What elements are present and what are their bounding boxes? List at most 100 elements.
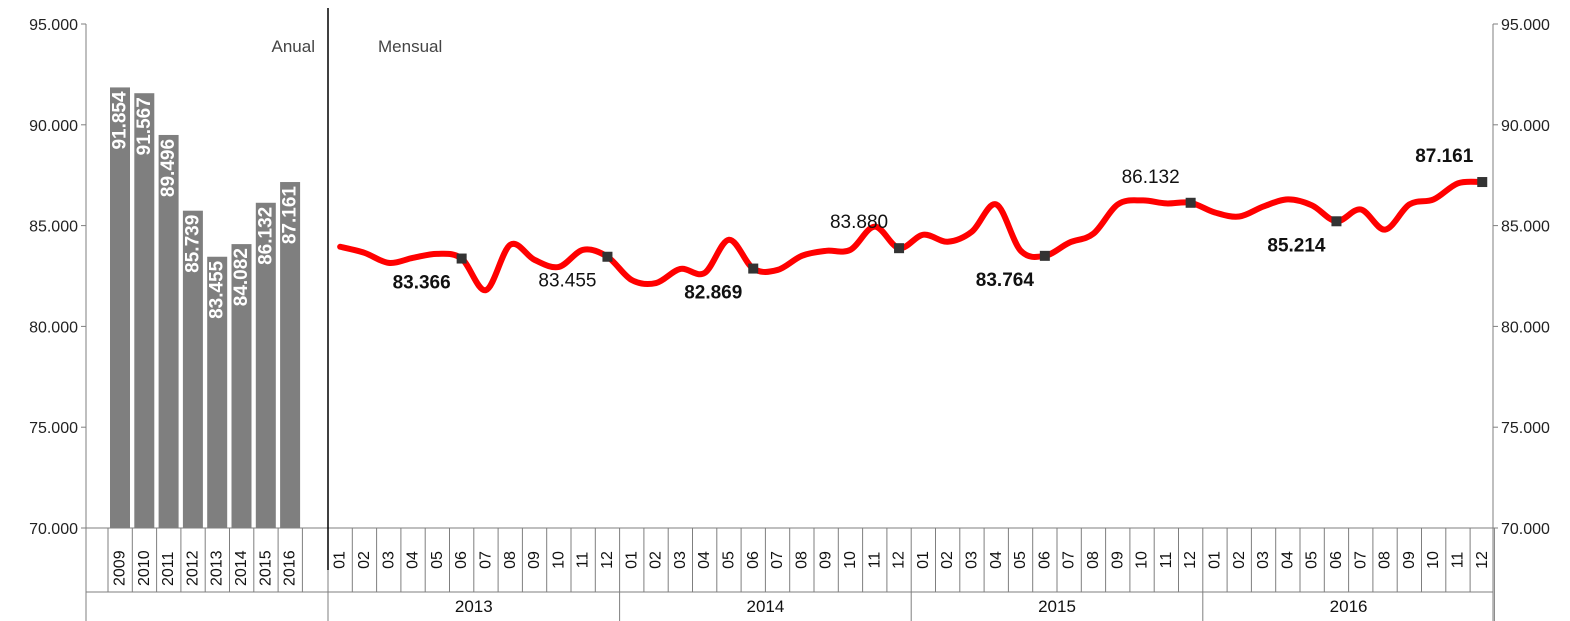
x-cat-month: 02	[356, 551, 373, 569]
monthly-point-labels: 83.366 83.455 82.869 83.880 83.764 86.132 85.2…	[393, 146, 1474, 304]
point-label: 83.366	[393, 273, 451, 294]
bar-2012	[182, 210, 203, 528]
point-label: 82.869	[684, 283, 742, 304]
x-cat-month: 01	[1206, 551, 1223, 569]
x-cat-month: 07	[769, 551, 786, 569]
x-cat-month: 10	[842, 551, 859, 569]
y-tick-label-left: 90.000	[29, 118, 78, 135]
x-cat-month: 03	[1255, 551, 1272, 569]
x-cat-month: 01	[332, 551, 349, 569]
bar-2016	[280, 182, 301, 528]
point-label: 83.455	[538, 271, 596, 292]
y-tick-label-left: 70.000	[29, 521, 78, 538]
point-marker	[1185, 197, 1196, 208]
x-cat-month: 05	[720, 551, 737, 569]
x-cat-month: 10	[1134, 551, 1151, 569]
x-cat-month: 12	[1182, 551, 1199, 569]
x-cat-month: 06	[453, 551, 470, 569]
bar-label-2014: 84.082	[231, 248, 252, 306]
bar-label-2016: 87.161	[280, 186, 301, 245]
x-cat-month: 06	[745, 551, 762, 569]
x-cat-month: 05	[1304, 551, 1321, 569]
x-axis-categories: 2009 2010 2011 2012 2013 2014 2015 2016 01 02 03 04…	[107, 528, 1495, 621]
x-year-2016: 2016	[1330, 597, 1368, 616]
y-tick-label-right: 80.000	[1501, 319, 1550, 336]
annual-bars	[110, 87, 301, 529]
x-cat-2015: 2015	[257, 550, 274, 586]
point-marker	[1331, 216, 1342, 227]
x-cat-month: 09	[818, 551, 835, 569]
x-cat-month: 10	[1425, 551, 1442, 569]
point-marker	[894, 243, 905, 254]
x-year-2015: 2015	[1038, 597, 1076, 616]
bar-2011	[158, 134, 179, 529]
y-axis-right: 70.000 75.000 80.000 85.000 90.000 95.000	[1493, 17, 1550, 538]
point-label: 87.161	[1415, 146, 1474, 167]
point-label: 86.132	[1122, 167, 1180, 188]
x-cat-2014: 2014	[233, 550, 250, 586]
x-cat-month: 11	[575, 552, 592, 569]
x-cat-month: 11	[1449, 552, 1466, 569]
x-cat-2016: 2016	[282, 550, 299, 586]
x-cat-month: 05	[1012, 551, 1029, 569]
y-axis-left: 70.000 75.000 80.000 85.000 90.000 95.000	[29, 17, 86, 538]
bar-2015	[255, 202, 276, 529]
x-cat-month: 11	[866, 552, 883, 569]
x-cat-month: 04	[1279, 551, 1296, 569]
point-marker	[456, 253, 467, 264]
monthly-markers	[456, 177, 1488, 274]
x-cat-month: 01	[915, 551, 932, 569]
x-cat-month: 11	[1158, 552, 1175, 569]
bar-label-2010: 91.567	[134, 97, 155, 155]
x-cat-month: 07	[477, 551, 494, 569]
bar-2010	[134, 93, 155, 528]
point-label: 83.764	[976, 270, 1035, 291]
y-tick-label-right: 70.000	[1501, 521, 1550, 538]
x-cat-month: 08	[1377, 551, 1394, 569]
y-tick-label-left: 75.000	[29, 420, 78, 437]
x-cat-month: 07	[1061, 551, 1078, 569]
bar-2013	[207, 256, 228, 528]
x-cat-month: 12	[1474, 551, 1491, 569]
bar-2014	[231, 244, 252, 528]
x-cat-month: 02	[1231, 551, 1248, 569]
point-label: 85.214	[1267, 235, 1326, 256]
x-cat-month: 07	[1352, 551, 1369, 569]
x-cat-month: 06	[1328, 551, 1345, 569]
x-cat-month: 02	[648, 551, 665, 569]
y-tick-label-right: 95.000	[1501, 17, 1550, 34]
point-label: 83.880	[830, 212, 888, 233]
y-tick-label-right: 90.000	[1501, 118, 1550, 135]
x-cat-2009: 2009	[112, 550, 129, 586]
bar-2009	[110, 87, 130, 528]
x-cat-month: 04	[696, 551, 713, 569]
y-tick-label-left: 95.000	[29, 17, 78, 34]
bar-label-2011: 89.496	[158, 139, 179, 197]
x-year-2013: 2013	[455, 597, 493, 616]
x-cat-2012: 2012	[184, 550, 201, 586]
x-year-2014: 2014	[746, 597, 784, 616]
x-cat-month: 03	[672, 551, 689, 569]
x-cat-month: 09	[526, 551, 543, 569]
x-cat-month: 10	[550, 551, 567, 569]
x-cat-month: 08	[793, 551, 810, 569]
x-cat-2013: 2013	[209, 550, 226, 586]
bar-label-2012: 85.739	[182, 215, 203, 273]
section-label-monthly: Mensual	[378, 37, 442, 56]
monthly-series-line	[337, 178, 1486, 294]
x-cat-month: 12	[599, 551, 616, 569]
x-cat-month: 04	[988, 551, 1005, 569]
monthly-line	[337, 178, 1486, 294]
x-cat-month: 08	[502, 551, 519, 569]
point-marker	[748, 263, 759, 274]
x-cat-month: 09	[1109, 551, 1126, 569]
x-cat-2010: 2010	[136, 550, 153, 586]
x-cat-month: 06	[1036, 551, 1053, 569]
x-cat-month: 05	[429, 551, 446, 569]
x-cat-month: 08	[1085, 551, 1102, 569]
x-cat-month: 04	[405, 551, 422, 569]
y-tick-label-right: 85.000	[1501, 219, 1550, 236]
point-marker	[602, 251, 613, 262]
